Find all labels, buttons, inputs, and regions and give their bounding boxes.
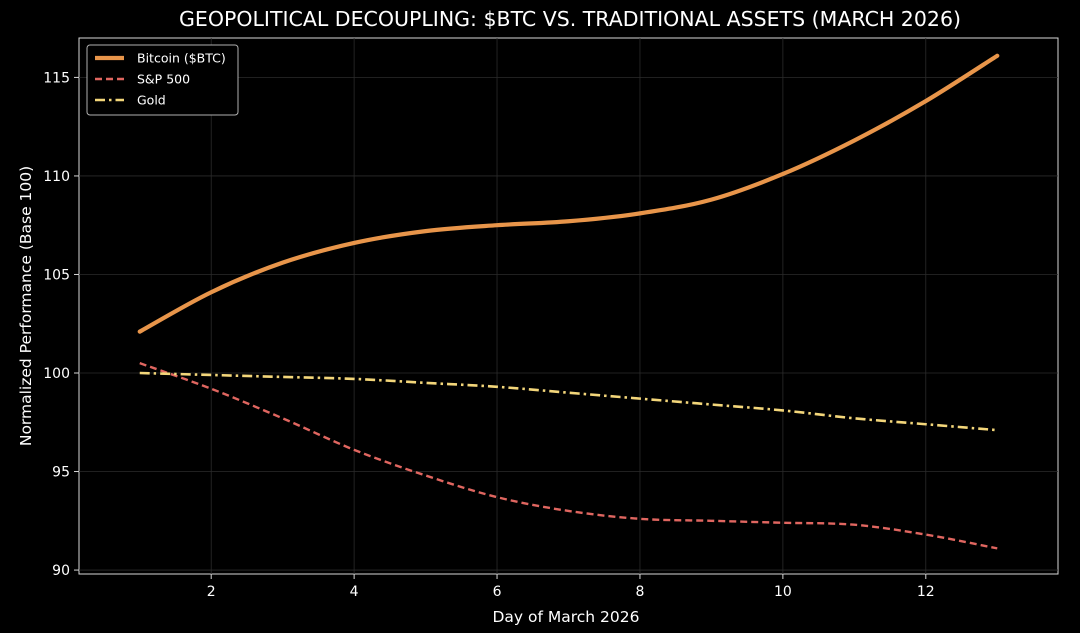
chart-title: GEOPOLITICAL DECOUPLING: $BTC VS. TRADIT… xyxy=(179,7,961,31)
y-tick-label: 100 xyxy=(43,366,70,382)
y-tick-label: 95 xyxy=(52,465,70,481)
x-tick-label: 6 xyxy=(493,584,502,600)
x-tick-label: 4 xyxy=(350,584,359,600)
plot-area-frame xyxy=(78,37,1059,575)
legend: Bitcoin ($BTC) S&P 500 Gold xyxy=(86,44,239,116)
x-tick-label: 10 xyxy=(774,584,792,600)
legend-label-0: Bitcoin ($BTC) xyxy=(137,51,226,66)
legend-label-2: Gold xyxy=(137,93,166,108)
x-axis-label: Day of March 2026 xyxy=(492,608,639,626)
y-tick-label: 110 xyxy=(43,169,70,185)
grid-lines xyxy=(79,38,1058,574)
legend-label-1: S&P 500 xyxy=(137,72,190,87)
x-tick-label: 12 xyxy=(917,584,935,600)
y-tick-label: 90 xyxy=(52,563,70,579)
y-tick-label: 105 xyxy=(43,267,70,283)
series-line-1 xyxy=(139,362,998,550)
axis-ticks: 2 4 6 8 10 12 90 95 100 105 110 115 xyxy=(43,70,934,600)
legend-box xyxy=(86,44,239,116)
legend-entries: Bitcoin ($BTC) S&P 500 Gold xyxy=(95,51,226,108)
x-tick-label: 8 xyxy=(635,584,644,600)
data-series xyxy=(137,53,1000,550)
x-tick-label: 2 xyxy=(207,584,216,600)
series-line-2 xyxy=(139,371,998,432)
series-line-0 xyxy=(137,53,1000,334)
y-axis-label: Normalized Performance (Base 100) xyxy=(17,166,35,446)
y-tick-label: 115 xyxy=(43,70,70,86)
